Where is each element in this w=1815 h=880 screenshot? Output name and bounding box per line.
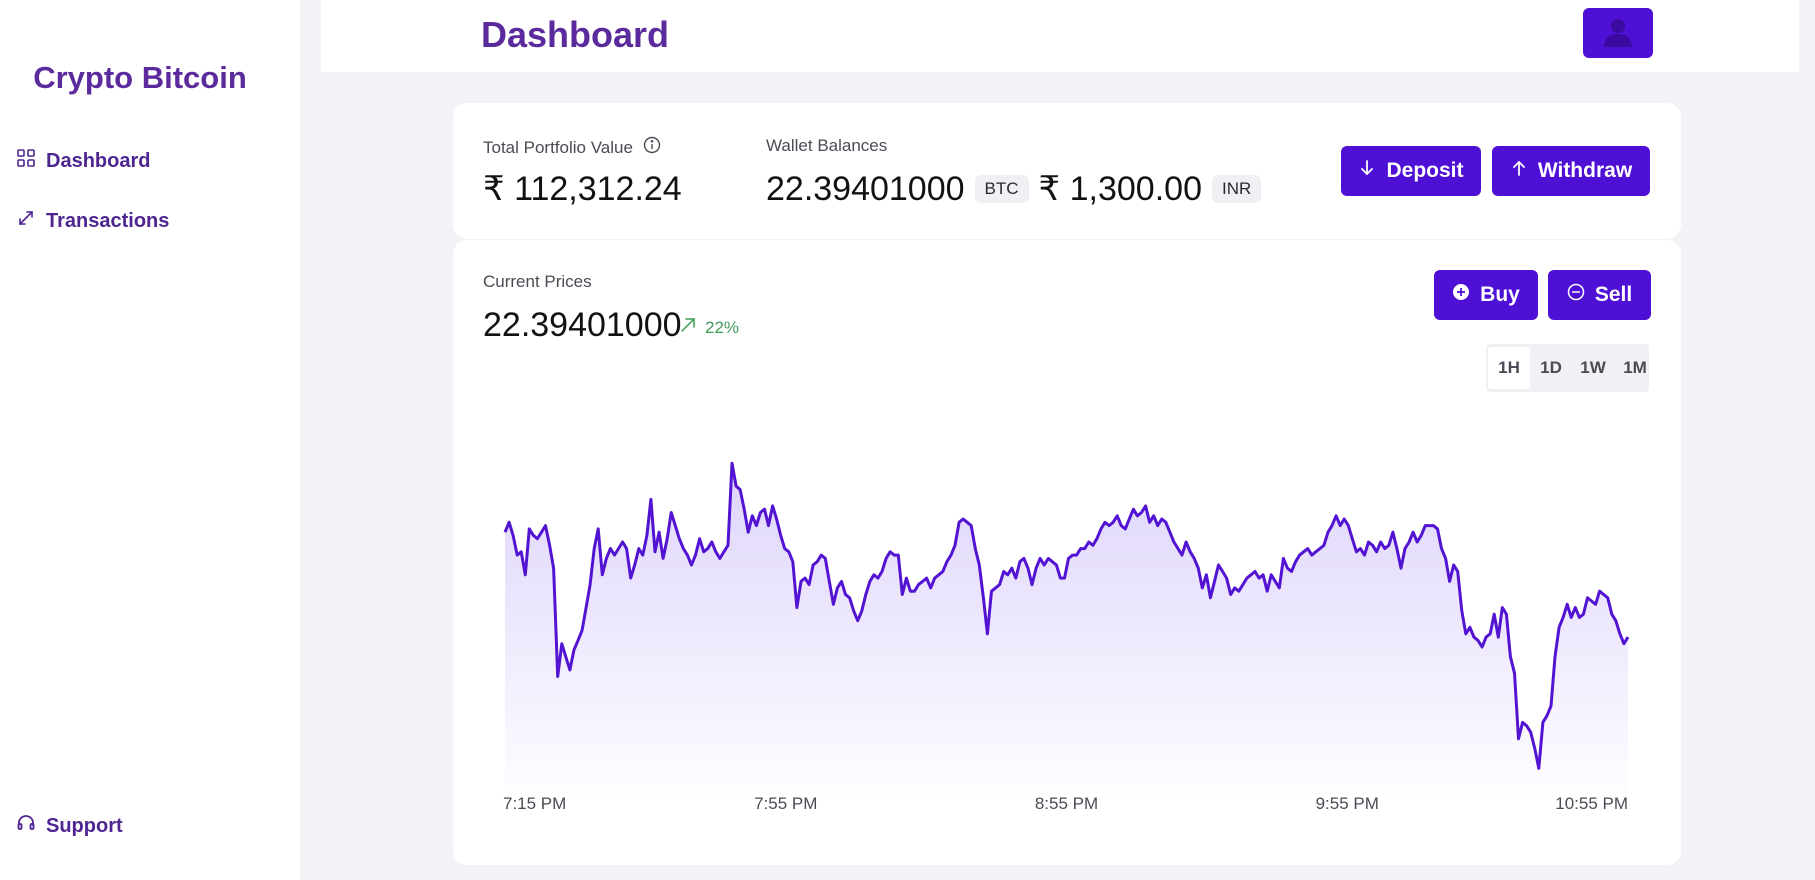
sidebar-item-dashboard[interactable]: Dashboard [16, 148, 150, 174]
range-tab-1d[interactable]: 1D [1540, 358, 1562, 377]
btc-balance: 22.39401000 [766, 169, 965, 208]
plus-circle-icon [1452, 283, 1470, 307]
sidebar: Crypto Bitcoin Dashboard Transactions [0, 0, 300, 880]
current-price-value: 22.39401000 [483, 306, 682, 344]
arrows-diagonal-icon [16, 208, 36, 234]
top-bar: Dashboard [321, 0, 1811, 72]
btc-unit-badge: BTC [974, 175, 1029, 203]
range-tab-1h[interactable]: 1H [1488, 347, 1530, 389]
headset-icon [16, 813, 36, 839]
x-tick-label: 10:55 PM [1555, 794, 1628, 813]
time-range-selector: 1H 1D 1W 1M [1486, 344, 1649, 392]
brand-title: Crypto Bitcoin [33, 60, 247, 95]
minus-circle-icon [1567, 283, 1585, 307]
range-tab-1w[interactable]: 1W [1580, 358, 1606, 377]
portfolio-label: Total Portfolio Value [483, 137, 633, 157]
page-scrollbar[interactable] [1799, 0, 1815, 880]
wallet-balances: 22.39401000 BTC ₹ 1,300.00 INR [766, 169, 1262, 209]
price-line [503, 461, 1630, 770]
x-tick-label: 7:15 PM [503, 794, 566, 813]
sell-button[interactable]: Sell [1548, 270, 1651, 320]
range-tab-1m[interactable]: 1M [1623, 358, 1647, 377]
withdraw-label: Withdraw [1537, 159, 1633, 182]
price-area-fill [505, 463, 1628, 794]
x-tick-label: 8:55 PM [1035, 794, 1098, 813]
page-title: Dashboard [481, 14, 670, 55]
deposit-label: Deposit [1386, 159, 1464, 182]
sidebar-item-label: Dashboard [46, 149, 151, 172]
sidebar-item-label: Transactions [46, 209, 170, 232]
grid-icon [16, 148, 36, 174]
portfolio-value: ₹ 112,312.24 [483, 170, 682, 208]
arrow-down-icon [1358, 159, 1376, 183]
wallet-label: Wallet Balances [766, 136, 888, 155]
buy-label: Buy [1480, 283, 1520, 306]
sidebar-item-support[interactable]: Support [16, 813, 123, 839]
sidebar-item-label: Support [46, 814, 123, 837]
buy-button[interactable]: Buy [1434, 270, 1538, 320]
arrow-up-icon [1510, 159, 1528, 183]
balance-card: Total Portfolio Value ₹ 112,312.24 Walle… [453, 103, 1681, 239]
current-prices-label: Current Prices [483, 272, 592, 291]
inr-balance: ₹ 1,300.00 [1038, 170, 1202, 208]
price-chart-card: Current Prices 22.39401000 22% Buy [453, 240, 1681, 865]
price-change-value: 22% [705, 317, 740, 337]
user-icon [1602, 16, 1634, 51]
sell-label: Sell [1594, 283, 1633, 306]
x-tick-label: 7:55 PM [754, 794, 817, 813]
withdraw-button[interactable]: Withdraw [1492, 146, 1650, 196]
trend-up-icon [679, 316, 697, 339]
profile-button[interactable] [1583, 8, 1653, 58]
price-change: 22% [679, 316, 739, 339]
portfolio-label-row: Total Portfolio Value [483, 136, 661, 159]
deposit-button[interactable]: Deposit [1341, 146, 1481, 196]
inr-unit-badge: INR [1211, 175, 1262, 203]
sidebar-item-transactions[interactable]: Transactions [16, 208, 169, 234]
x-tick-label: 9:55 PM [1316, 794, 1379, 813]
info-icon[interactable] [643, 136, 661, 159]
price-chart: 7:15 PM 7:55 PM 8:55 PM 9:55 PM 10:55 PM [503, 461, 1630, 813]
